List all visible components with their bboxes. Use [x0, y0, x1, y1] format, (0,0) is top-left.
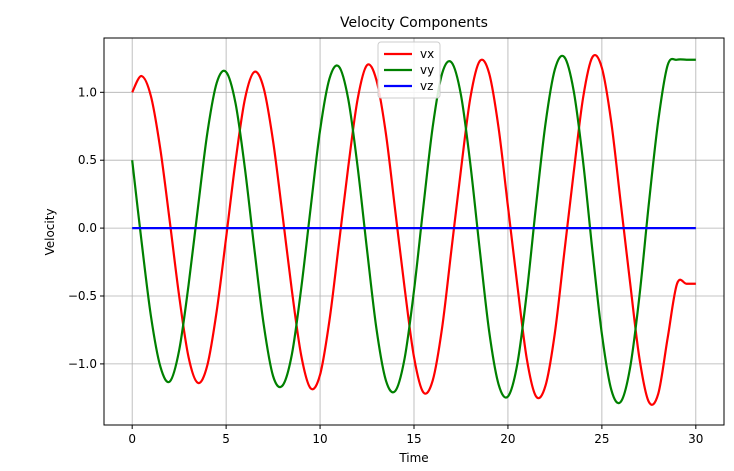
y-axis-label: Velocity	[43, 208, 57, 255]
y-tick-label: 0.5	[78, 153, 97, 167]
x-tick-label: 20	[500, 432, 515, 446]
x-tick-label: 25	[594, 432, 609, 446]
x-tick-label: 5	[222, 432, 230, 446]
legend-label-vx: vx	[420, 47, 434, 61]
x-tick-label: 10	[312, 432, 327, 446]
series-layer	[131, 53, 696, 406]
series-line-vy	[131, 54, 696, 405]
y-tick-label: 0.0	[78, 221, 97, 235]
y-tick-label: 1.0	[78, 85, 97, 99]
x-axis-label: Time	[398, 451, 428, 465]
y-tick-label: −1.0	[68, 357, 97, 371]
legend: vx vy vz	[377, 41, 441, 99]
series-line-vx	[131, 53, 696, 406]
tick-layer: 0 5 10 15 20 25 30 −1.0 −0.5 0.0 0.5 1.0	[68, 85, 704, 446]
x-tick-label: 0	[128, 432, 136, 446]
legend-label-vy: vy	[420, 63, 434, 77]
x-tick-label: 30	[688, 432, 703, 446]
legend-label-vz: vz	[420, 79, 433, 93]
chart-title: Velocity Components	[340, 15, 488, 31]
y-tick-label: −0.5	[68, 289, 97, 303]
x-tick-label: 15	[406, 432, 421, 446]
